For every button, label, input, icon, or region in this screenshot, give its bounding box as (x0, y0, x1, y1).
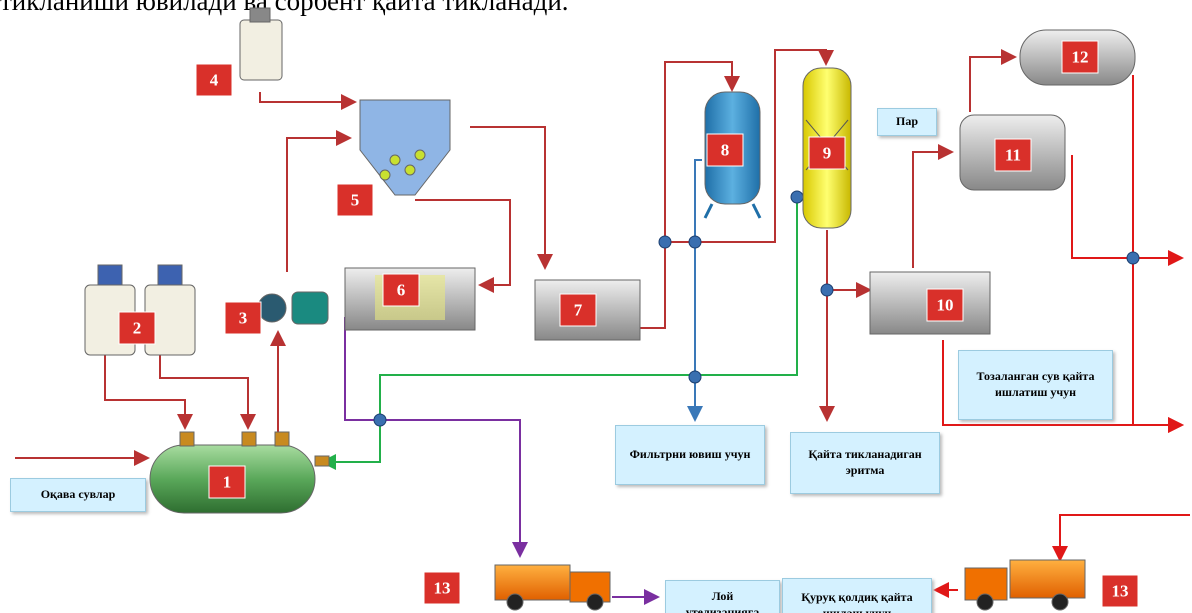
diagram: тикланиши ювилади ва сорбент қайта тикла… (0, 0, 1192, 613)
badge-label: 6 (397, 281, 406, 300)
badge-label: 4 (210, 71, 219, 90)
note: Оқава сувлар (10, 478, 146, 512)
badge-label: 1 (223, 473, 232, 492)
note: Фильтрни ювиш учун (615, 425, 765, 485)
badge-label: 2 (133, 319, 142, 338)
note: Пар (877, 108, 937, 136)
badge-label: 5 (351, 191, 360, 210)
note: Қайта тикланадиган эритма (790, 432, 940, 494)
note: Тозаланган сув қайта ишлатиш учун (958, 350, 1113, 420)
badge-label: 10 (937, 296, 954, 315)
badge-label: 9 (823, 144, 832, 163)
badge-label: 7 (574, 301, 583, 320)
flow-scheme: 1234567891011121313 (0, 0, 1192, 613)
note: Лой утелизацияга (665, 580, 780, 613)
badge-label: 8 (721, 141, 730, 160)
note: Қуруқ қолдиқ қайта ишлаш учун (782, 578, 932, 613)
badge-label: 11 (1005, 146, 1021, 165)
badge-label: 12 (1072, 48, 1089, 67)
badge-label: 13 (1112, 582, 1129, 601)
badge-label: 3 (239, 309, 248, 328)
badge-label: 13 (434, 579, 451, 598)
